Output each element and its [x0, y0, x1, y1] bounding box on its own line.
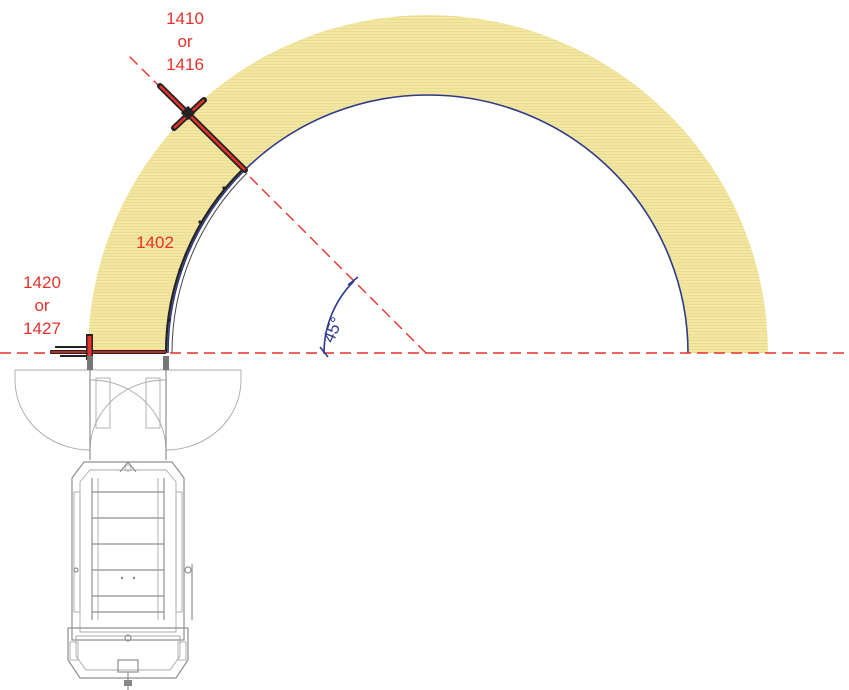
label-arc-1402: 1402 [136, 233, 174, 252]
angle-marker [319, 276, 359, 358]
diagonal-45-line [127, 54, 427, 354]
angle-label: 45° [319, 314, 347, 345]
swept-area [88, 15, 768, 353]
left-arm-1420 [50, 334, 166, 360]
inner-arc-outline [167, 94, 689, 354]
label-top-arm-line1: 1410 [166, 9, 204, 28]
vehicle-top-view [14, 356, 242, 690]
top-arm-1410 [157, 83, 248, 173]
label-top-arm-line3: 1416 [166, 55, 204, 74]
label-left-arm-line2: or [34, 296, 49, 315]
label-left-arm: 1420 or 1427 [23, 273, 61, 338]
boom-arc-1402 [164, 168, 248, 354]
label-left-arm-line3: 1427 [23, 319, 61, 338]
label-left-arm-line1: 1420 [23, 273, 61, 292]
label-top-arm: 1410 or 1416 [166, 9, 204, 74]
label-top-arm-line2: or [177, 32, 192, 51]
